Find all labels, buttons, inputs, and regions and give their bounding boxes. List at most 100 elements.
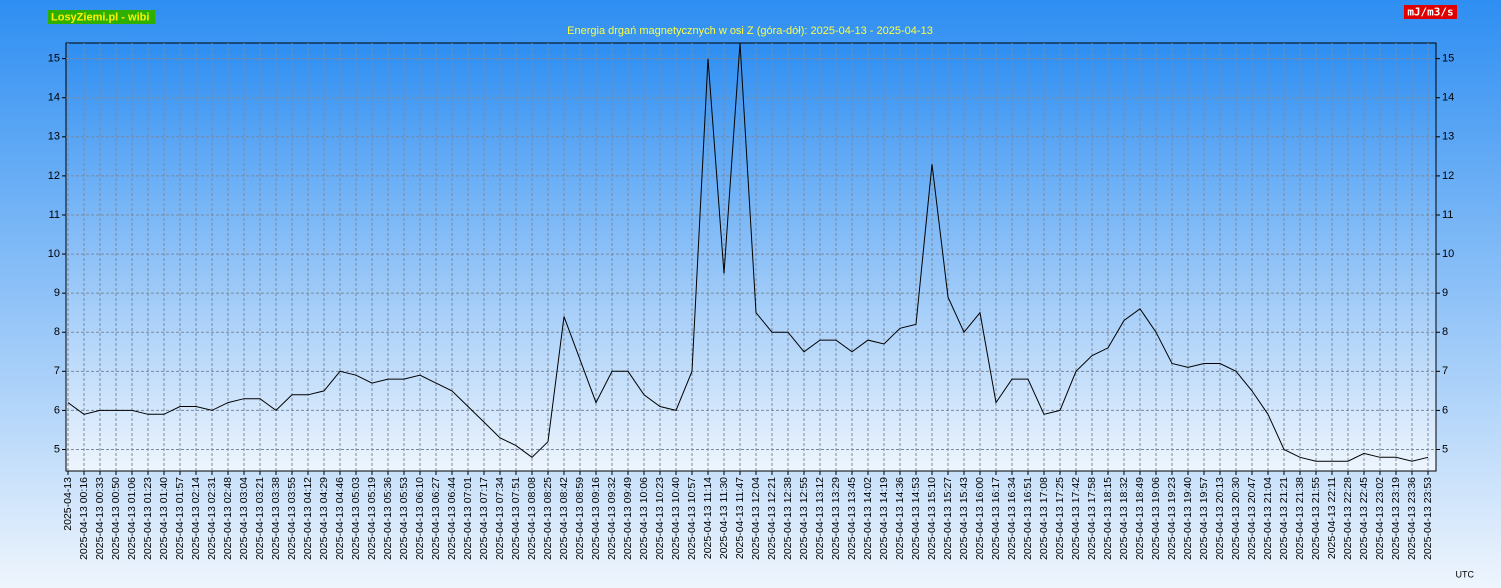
x-tick-label: 2025-04-13 19:23 [1166,477,1178,560]
x-tick-label: 2025-04-13 10:57 [686,477,698,560]
x-tick-label: 2025-04-13 00:33 [94,477,106,560]
x-tick-label: 2025-04-13 19:40 [1182,477,1194,560]
x-tick-label: 2025-04-13 10:40 [670,477,682,560]
x-tick-label: 2025-04-13 12:55 [798,477,810,560]
x-tick-label: 2025-04-13 21:21 [1278,477,1290,560]
plot-area [65,42,1437,472]
x-tick-label: 2025-04-13 13:45 [846,477,858,560]
x-tick-label: 2025-04-13 03:55 [286,477,298,560]
y2-tick-label: 11 [1442,209,1453,221]
x-tick-label: 2025-04-13 15:10 [926,477,938,560]
y-tick-label: 8 [54,326,60,338]
y-tick-label: 5 [54,443,60,455]
x-tick-label: 2025-04-13 14:53 [910,477,922,560]
y2-tick-label: 6 [1442,404,1448,416]
x-tick-label: 2025-04-13 07:51 [510,477,522,560]
x-tick-label: 2025-04-13 03:04 [238,477,250,560]
x-tick-label: 2025-04-13 16:51 [1022,477,1034,560]
x-tick-label: 2025-04-13 21:38 [1294,477,1306,560]
x-tick-label: 2025-04-13 07:01 [462,477,474,560]
y-tick-label: 7 [54,365,60,377]
x-tick-label: 2025-04-13 13:29 [830,477,842,560]
x-tick-label: 2025-04-13 08:42 [558,477,570,560]
x-tick-label: 2025-04-13 07:17 [478,477,490,560]
x-tick-label: 2025-04-13 17:08 [1038,477,1050,560]
x-tick-label: 2025-04-13 06:44 [446,477,458,560]
x-tick-label: 2025-04-13 18:49 [1134,477,1146,560]
x-tick-label: 2025-04-13 18:15 [1102,477,1114,560]
y-tick-label: 9 [54,287,60,299]
y-tick-label: 6 [54,404,60,416]
y2-tick-label: 13 [1442,131,1454,143]
y2-tick-label: 9 [1442,287,1448,299]
y-tick-label: 15 [48,53,60,65]
x-tick-label: 2025-04-13 00:16 [78,477,90,560]
x-tick-label: 2025-04-13 18:32 [1118,477,1130,560]
x-tick-label: 2025-04-13 02:31 [206,477,218,560]
x-tick-label: 2025-04-13 19:06 [1150,477,1162,560]
y-tick-label: 12 [48,170,60,182]
x-tick-label: 2025-04-13 12:04 [750,477,762,560]
x-tick-label: 2025-04-13 05:03 [350,477,362,560]
x-tick-label: 2025-04-13 23:02 [1374,477,1386,560]
y-tick-label: 10 [48,248,60,260]
x-tick-label: 2025-04-13 06:27 [430,477,442,560]
x-tick-label: 2025-04-13 01:06 [126,477,138,560]
x-tick-label: 2025-04-13 06:10 [414,477,426,560]
site-badge [48,10,155,24]
x-tick-label: 2025-04-13 17:25 [1054,477,1066,560]
x-tick-label: 2025-04-13 01:23 [142,477,154,560]
x-tick-label: 2025-04-13 09:49 [622,477,634,560]
x-tick-label: 2025-04-13 04:12 [302,477,314,560]
y2-tick-label: 10 [1442,248,1454,260]
time-zone: UTC [1456,569,1475,579]
x-tick-label: 2025-04-13 09:16 [590,477,602,560]
x-tick-label: 2025-04-13 11:30 [718,477,730,559]
x-tick-label: 2025-04-13 01:57 [174,477,186,560]
x-tick-label: 2025-04-13 23:53 [1422,477,1434,560]
y2-tick-label: 5 [1442,443,1448,455]
x-tick-label: 2025-04-13 19:57 [1198,477,1210,560]
x-tick-label: 2025-04-13 15:43 [958,477,970,560]
x-tick-label: 2025-04-13 02:14 [190,477,202,560]
x-tick-label: 2025-04-13 16:17 [990,477,1002,560]
x-tick-label: 2025-04-13 22:11 [1326,477,1338,559]
x-tick-label: 2025-04-13 02:48 [222,477,234,560]
x-tick-label: 2025-04-13 08:59 [574,477,586,560]
x-tick-label: 2025-04-13 12:21 [766,477,778,560]
x-tick-label: 2025-04-13 03:38 [270,477,282,560]
y2-tick-label: 8 [1442,326,1448,338]
x-tick-label: 2025-04-13 14:19 [878,477,890,560]
x-tick-label: 2025-04-13 13:12 [814,477,826,560]
x-tick-label: 2025-04-13 16:34 [1006,477,1018,560]
chart-title: Energia drgań magnetycznych w osi Z (gór… [567,25,933,37]
x-tick-label: 2025-04-13 05:36 [382,477,394,560]
x-tick-label: 2025-04-13 22:45 [1358,477,1370,560]
x-tick-label: 2025-04-13 01:40 [158,477,170,560]
x-tick-label: 2025-04-13 11:14 [702,477,714,559]
x-tick-label: 2025-04-13 23:36 [1406,477,1418,560]
y2-tick-label: 14 [1442,92,1454,104]
x-tick-label: 2025-04-13 17:42 [1070,477,1082,560]
x-tick-label: 2025-04-13 14:02 [862,477,874,560]
x-tick-label: 2025-04-13 08:08 [526,477,538,560]
x-tick-label: 2025-04-13 15:27 [942,477,954,560]
x-tick-label: 2025-04-13 22:28 [1342,477,1354,560]
x-tick-label: 2025-04-13 20:47 [1246,477,1258,560]
site-label: LosyZiemi.pl - wibi [51,11,149,23]
x-tick-label: 2025-04-13 12:38 [782,477,794,560]
x-tick-label: 2025-04-13 03:21 [254,477,266,560]
unit-badge [1404,5,1457,19]
unit-label: mJ/m3/s [1407,6,1453,19]
x-tick-label: 2025-04-13 23:19 [1390,477,1402,560]
y2-tick-label: 15 [1442,53,1454,65]
x-tick-label: 2025-04-13 05:19 [366,477,378,560]
x-tick-label: 2025-04-13 11:47 [734,477,746,559]
y-tick-label: 14 [48,92,60,104]
x-tick-label: 2025-04-13 20:30 [1230,477,1242,560]
x-tick-label: 2025-04-13 08:25 [542,477,554,560]
x-tick-label: 2025-04-13 04:29 [318,477,330,560]
x-tick-label: 2025-04-13 05:53 [398,477,410,560]
